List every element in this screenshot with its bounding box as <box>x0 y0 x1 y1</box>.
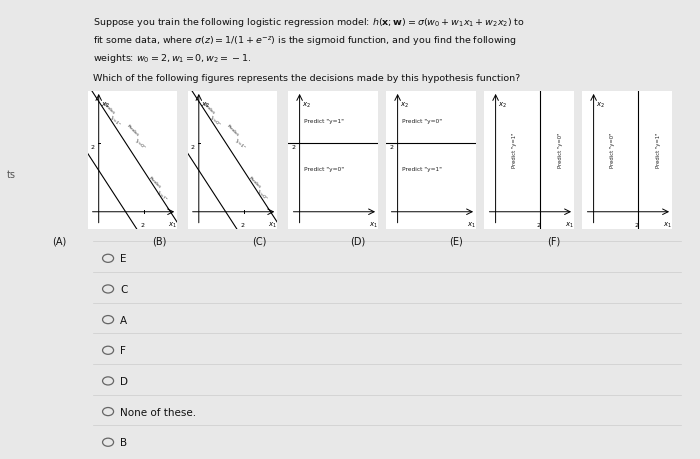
Text: $x_1$: $x_1$ <box>467 221 475 230</box>
Text: (D): (D) <box>350 236 365 246</box>
Text: Predict: Predict <box>148 176 162 189</box>
Text: Suppose you train the following logistic regression model: $h(\mathbf{x}; \mathb: Suppose you train the following logistic… <box>92 16 524 29</box>
Text: (F): (F) <box>547 236 560 246</box>
Text: "y=?": "y=?" <box>156 190 167 201</box>
Text: "y=0": "y=0" <box>256 189 268 201</box>
Text: fit some data, where $\sigma(z) = 1/(1 + e^{-z})$ is the sigmoid function, and y: fit some data, where $\sigma(z) = 1/(1 +… <box>92 34 517 48</box>
Text: C: C <box>120 284 127 294</box>
Text: Predict: Predict <box>125 124 139 138</box>
Text: D: D <box>120 376 128 386</box>
Text: weights: $w_0 = 2, w_1 = 0, w_2 = -1$.: weights: $w_0 = 2, w_1 = 0, w_2 = -1$. <box>92 52 251 65</box>
Text: 2: 2 <box>291 145 295 150</box>
Text: Predict "y=1": Predict "y=1" <box>402 167 442 172</box>
Text: B: B <box>120 437 127 447</box>
Text: Predict: Predict <box>248 176 262 189</box>
Text: $x_1$: $x_1$ <box>565 221 573 230</box>
Text: Predict "y=1": Predict "y=1" <box>304 119 344 124</box>
Text: Predict "y=0": Predict "y=0" <box>610 133 615 168</box>
Text: 2: 2 <box>634 223 638 228</box>
Text: None of these.: None of these. <box>120 407 197 417</box>
Text: 2: 2 <box>536 223 540 228</box>
Text: (A): (A) <box>52 236 66 246</box>
Text: "y=1": "y=1" <box>108 115 121 127</box>
Text: (C): (C) <box>253 236 267 246</box>
Text: ts: ts <box>7 169 16 179</box>
Text: Predict "y=0": Predict "y=0" <box>558 133 563 168</box>
Text: 2: 2 <box>389 145 393 150</box>
Text: "y=0": "y=0" <box>134 138 146 150</box>
Text: (B): (B) <box>152 236 166 246</box>
Text: 2: 2 <box>240 223 244 228</box>
Text: 2: 2 <box>140 223 144 228</box>
Text: Which of the following figures represents the decisions made by this hypothesis : Which of the following figures represent… <box>92 74 520 83</box>
Text: Predict "y=0": Predict "y=0" <box>304 167 344 172</box>
Text: $x_2$: $x_2$ <box>302 100 312 109</box>
Text: "y=1": "y=1" <box>234 138 246 150</box>
Text: $x_1$: $x_1$ <box>663 221 671 230</box>
Text: Predict "y=0": Predict "y=0" <box>402 119 442 124</box>
Text: 2: 2 <box>90 145 94 150</box>
Text: Predict: Predict <box>225 124 239 138</box>
Text: Predict "y=1": Predict "y=1" <box>656 133 661 168</box>
Text: $x_2$: $x_2$ <box>400 100 410 109</box>
Text: 2: 2 <box>190 145 195 150</box>
Text: $x_2$: $x_2$ <box>202 100 211 109</box>
Text: F: F <box>120 346 126 355</box>
Text: $x_2$: $x_2$ <box>102 100 111 109</box>
Text: Predict: Predict <box>202 102 216 115</box>
Text: $x_1$: $x_1$ <box>369 221 377 230</box>
Text: "y=0": "y=0" <box>209 115 221 127</box>
Text: $x_2$: $x_2$ <box>596 100 606 109</box>
Text: $x_2$: $x_2$ <box>498 100 508 109</box>
Text: $x_1$: $x_1$ <box>268 221 277 230</box>
Text: (E): (E) <box>449 236 463 246</box>
Text: Predict "y=1": Predict "y=1" <box>512 133 517 168</box>
Text: $x_1$: $x_1$ <box>168 221 176 230</box>
Text: E: E <box>120 254 127 264</box>
Text: Predict: Predict <box>102 102 116 115</box>
Text: A: A <box>120 315 127 325</box>
